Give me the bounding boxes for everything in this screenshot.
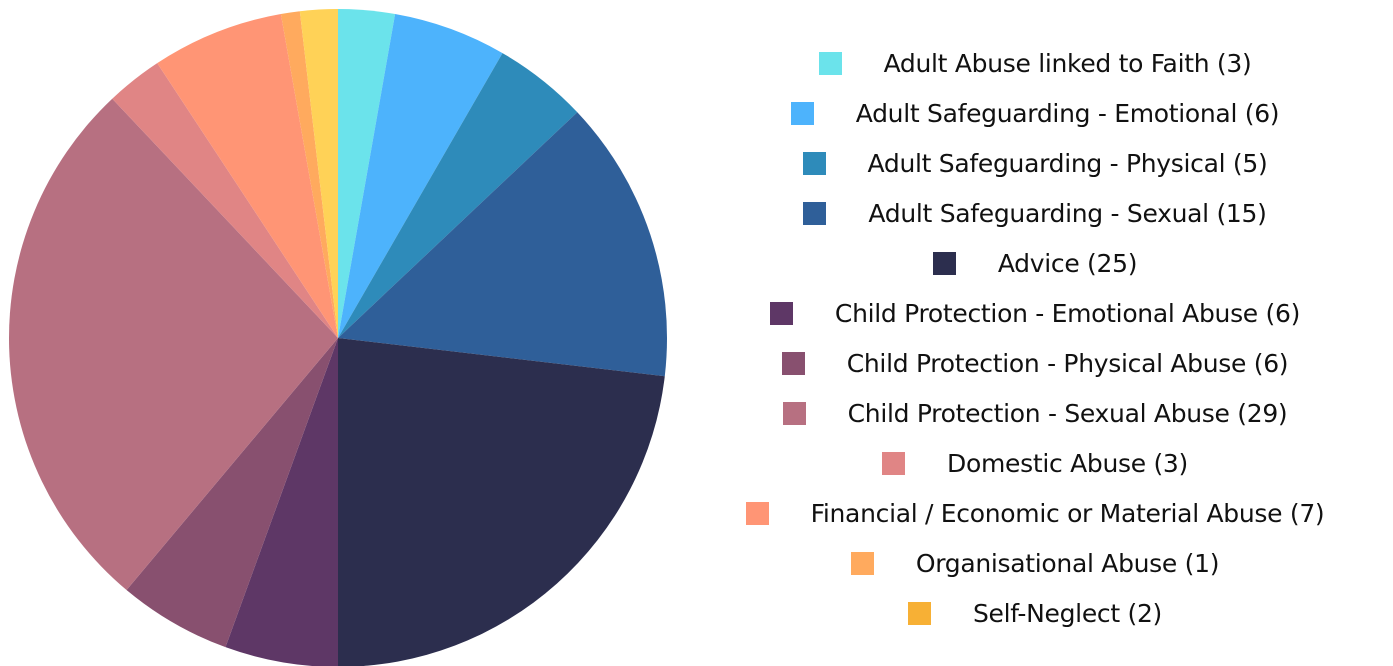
pie-slices [8, 8, 668, 666]
legend-item-0: Adult Abuse linked to Faith (3) [818, 38, 1252, 88]
pie-slice-0 [338, 9, 396, 338]
legend-item-8: Domestic Abuse (3) [882, 438, 1188, 488]
legend-label-11: Self-Neglect (2) [972, 598, 1163, 628]
legend-item-2: Adult Safeguarding - Physical (5) [802, 138, 1268, 188]
pie-slice-6 [126, 338, 339, 648]
legend-swatch-7 [782, 401, 806, 425]
legend-label-0: Adult Abuse linked to Faith (3) [883, 48, 1252, 78]
legend-swatch-9 [745, 501, 769, 525]
pie-slice-4 [338, 338, 665, 666]
legend-item-10: Organisational Abuse (1) [850, 538, 1220, 588]
legend-label-4: Advice (25) [997, 248, 1138, 278]
legend-item-5: Child Protection - Emotional Abuse (6) [769, 288, 1301, 338]
legend-label-10: Organisational Abuse (1) [915, 548, 1220, 578]
legend-label-9: Financial / Economic or Material Abuse (… [810, 498, 1325, 528]
pie-slice-3 [338, 112, 668, 377]
legend-swatch-1 [790, 101, 814, 125]
pie-slice-5 [225, 338, 338, 666]
legend-item-3: Adult Safeguarding - Sexual (15) [803, 188, 1267, 238]
legend-item-4: Advice (25) [932, 238, 1138, 288]
legend-swatch-6 [781, 351, 805, 375]
legend-label-8: Domestic Abuse (3) [947, 448, 1188, 478]
legend-label-1: Adult Safeguarding - Emotional (6) [855, 98, 1280, 128]
legend-item-9: Financial / Economic or Material Abuse (… [745, 488, 1325, 538]
legend-label-3: Adult Safeguarding - Sexual (15) [868, 198, 1267, 228]
legend-label-2: Adult Safeguarding - Physical (5) [867, 148, 1268, 178]
legend-swatch-0 [818, 51, 842, 75]
pie-slice-10 [280, 11, 338, 338]
legend-swatch-3 [803, 201, 827, 225]
legend-label-5: Child Protection - Emotional Abuse (6) [834, 298, 1301, 328]
legend-swatch-4 [932, 251, 956, 275]
pie-slice-9 [157, 14, 338, 338]
legend-item-1: Adult Safeguarding - Emotional (6) [790, 88, 1280, 138]
pie-chart [8, 8, 668, 666]
pie-slice-2 [338, 53, 578, 338]
pie-slice-8 [112, 63, 338, 339]
pie-slice-11 [299, 8, 338, 338]
legend-swatch-8 [882, 451, 906, 475]
legend: Adult Abuse linked to Faith (3) Adult Saf… [690, 38, 1380, 638]
legend-label-7: Child Protection - Sexual Abuse (29) [847, 398, 1288, 428]
pie-slice-1 [338, 14, 503, 338]
legend-item-11: Self-Neglect (2) [907, 588, 1163, 638]
legend-item-6: Child Protection - Physical Abuse (6) [781, 338, 1289, 388]
legend-swatch-10 [850, 551, 874, 575]
legend-item-7: Child Protection - Sexual Abuse (29) [782, 388, 1288, 438]
legend-label-6: Child Protection - Physical Abuse (6) [846, 348, 1289, 378]
legend-swatch-2 [802, 151, 826, 175]
pie-slice-7 [8, 98, 339, 591]
legend-swatch-11 [907, 601, 931, 625]
legend-swatch-5 [769, 301, 793, 325]
